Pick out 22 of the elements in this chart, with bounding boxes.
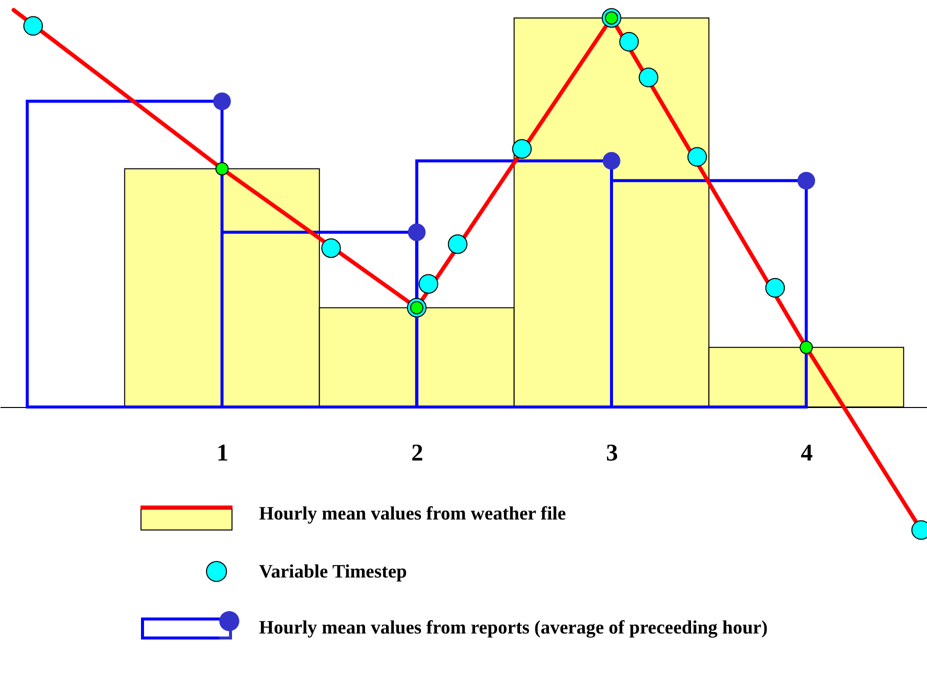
point: [797, 172, 816, 190]
point: [800, 340, 813, 354]
point: [215, 162, 229, 176]
x-tick-label: 3: [606, 440, 618, 466]
point: [408, 223, 426, 242]
point: [213, 92, 231, 110]
point: [602, 152, 620, 170]
point: [638, 68, 658, 88]
point: [687, 147, 707, 167]
x-tick-label: 4: [800, 440, 813, 466]
x-tick-label: 1: [216, 440, 229, 466]
point: [765, 278, 785, 298]
point: [321, 238, 341, 258]
point: [418, 274, 438, 294]
legend-label: Hourly mean values from weather file: [259, 503, 566, 524]
legend-label: Hourly mean values from reports (average of preceeding hour): [259, 617, 768, 638]
legend-label: Variable Timestep: [259, 561, 407, 582]
point: [512, 139, 532, 159]
point: [23, 16, 43, 36]
point: [619, 32, 639, 52]
point: [448, 234, 468, 254]
x-tick-label: 2: [411, 440, 424, 466]
